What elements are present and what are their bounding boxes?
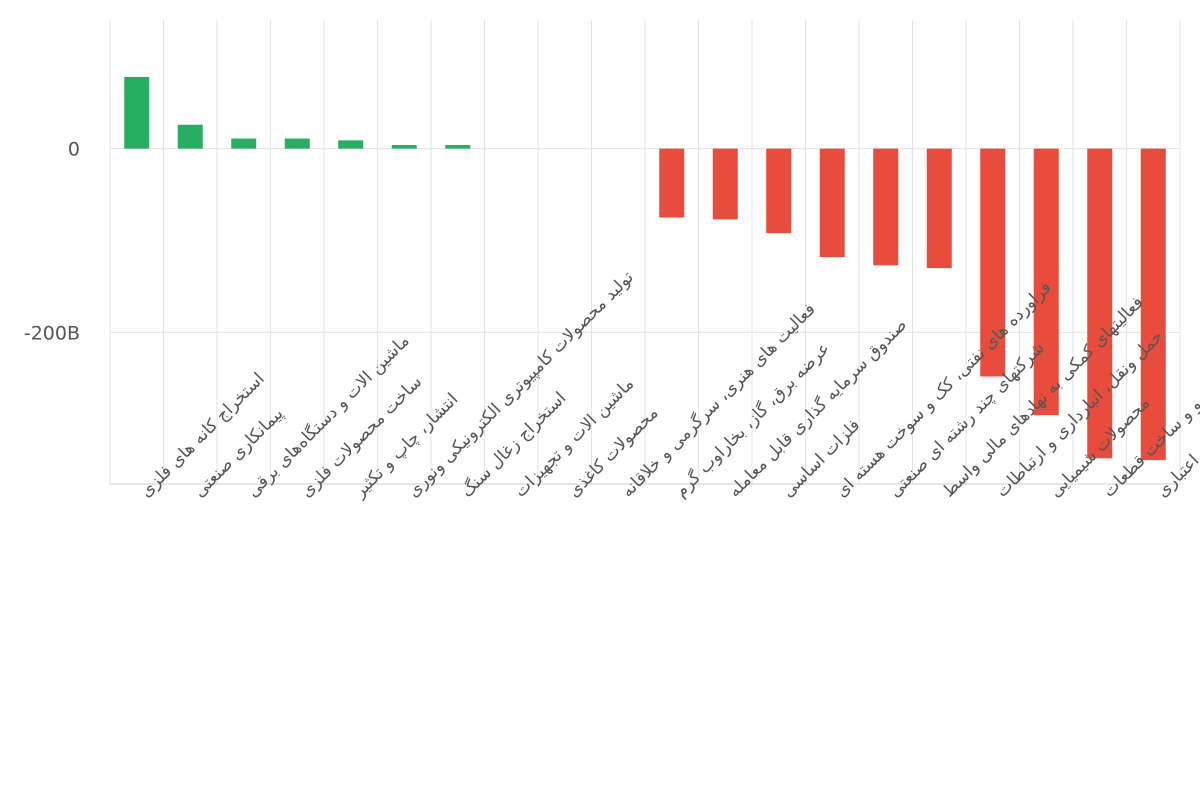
bar[interactable]	[1087, 148, 1113, 459]
bar[interactable]	[338, 140, 364, 149]
x-tick-label: فعالیت های هنری، سرگرمی و خلاقانه	[617, 299, 820, 502]
bar[interactable]	[391, 144, 417, 149]
bar[interactable]	[659, 148, 685, 218]
bars-layer	[124, 76, 1166, 461]
y-tick-label: -200B	[24, 322, 80, 344]
bar[interactable]	[1140, 148, 1166, 461]
bar[interactable]	[445, 144, 471, 149]
bar[interactable]	[231, 138, 257, 149]
bar[interactable]	[819, 148, 845, 258]
y-tick-label: 0	[68, 139, 80, 161]
bar[interactable]	[1033, 148, 1059, 416]
bar[interactable]	[766, 148, 792, 234]
bar[interactable]	[926, 148, 952, 269]
bar[interactable]	[284, 138, 310, 149]
bar[interactable]	[712, 148, 738, 220]
y-tick-labels: 0 -200B	[24, 139, 80, 345]
bar[interactable]	[177, 124, 203, 149]
bar[interactable]	[873, 148, 899, 266]
bar[interactable]	[124, 76, 150, 149]
bar[interactable]	[980, 148, 1006, 377]
